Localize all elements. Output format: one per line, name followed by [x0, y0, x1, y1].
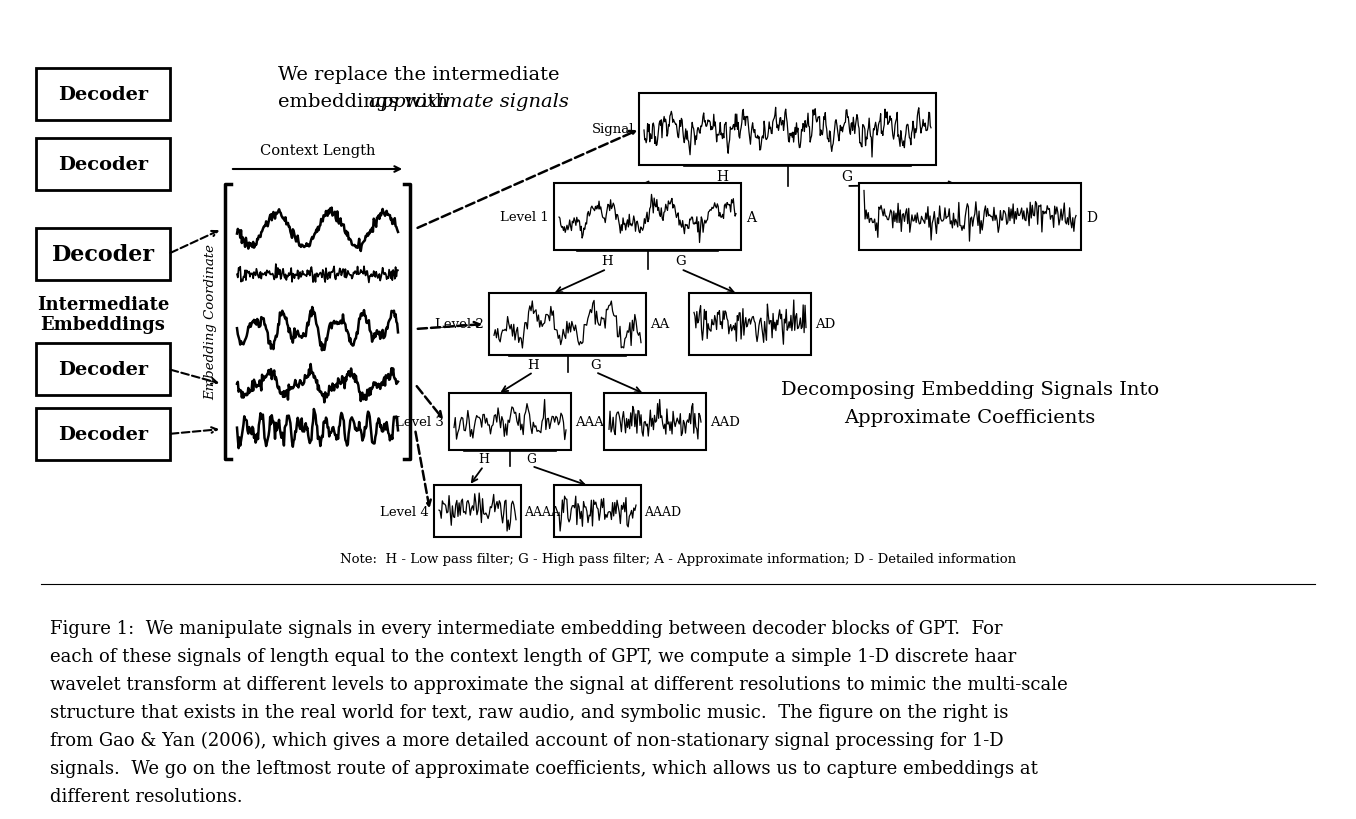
FancyBboxPatch shape — [603, 393, 706, 450]
Text: Approximate Coefficients: Approximate Coefficients — [845, 409, 1096, 427]
FancyBboxPatch shape — [37, 69, 170, 121]
Text: We replace the intermediate: We replace the intermediate — [278, 66, 560, 84]
Text: Level 3: Level 3 — [395, 415, 443, 428]
Text: different resolutions.: different resolutions. — [50, 787, 243, 805]
Text: G: G — [841, 170, 852, 183]
Text: AA: AA — [650, 318, 670, 331]
FancyBboxPatch shape — [555, 183, 740, 251]
Text: AAA: AAA — [575, 415, 603, 428]
FancyBboxPatch shape — [449, 393, 571, 450]
Text: D: D — [1086, 210, 1097, 224]
Text: Decoder: Decoder — [58, 426, 148, 443]
Text: H: H — [527, 359, 540, 372]
Text: Embedding Coordinate: Embedding Coordinate — [205, 244, 217, 400]
Text: from Gao & Yan (2006), which gives a more detailed account of non-stationary sig: from Gao & Yan (2006), which gives a mor… — [50, 731, 1003, 749]
FancyBboxPatch shape — [37, 139, 170, 191]
Text: H: H — [601, 256, 613, 268]
Text: Decomposing Embedding Signals Into: Decomposing Embedding Signals Into — [781, 381, 1159, 399]
Text: AAD: AAD — [711, 415, 740, 428]
Text: A: A — [746, 210, 757, 224]
Text: embeddings with: embeddings with — [278, 93, 454, 111]
FancyBboxPatch shape — [37, 344, 170, 396]
FancyBboxPatch shape — [639, 94, 936, 165]
FancyBboxPatch shape — [434, 486, 521, 537]
Text: AD: AD — [815, 318, 835, 331]
Text: each of these signals of length equal to the context length of GPT, we compute a: each of these signals of length equal to… — [50, 647, 1016, 665]
Text: Note:  H - Low pass filter; G - High pass filter; A - Approximate information; D: Note: H - Low pass filter; G - High pass… — [340, 553, 1016, 566]
Text: Level 1: Level 1 — [500, 210, 549, 224]
FancyBboxPatch shape — [555, 486, 641, 537]
Text: AAAA: AAAA — [523, 505, 560, 518]
Text: Decoder: Decoder — [58, 86, 148, 104]
FancyBboxPatch shape — [858, 183, 1081, 251]
Text: Decoder: Decoder — [52, 244, 155, 265]
Text: signals.  We go on the leftmost route of approximate coefficients, which allows : signals. We go on the leftmost route of … — [50, 759, 1037, 777]
Text: G: G — [590, 359, 601, 372]
Text: Intermediate
Embeddings: Intermediate Embeddings — [37, 295, 170, 334]
FancyBboxPatch shape — [490, 294, 645, 355]
FancyBboxPatch shape — [689, 294, 811, 355]
Text: H: H — [716, 170, 728, 183]
Text: wavelet transform at different levels to approximate the signal at different res: wavelet transform at different levels to… — [50, 675, 1067, 693]
Text: Context Length: Context Length — [260, 144, 376, 158]
Text: Signal: Signal — [591, 124, 635, 136]
FancyBboxPatch shape — [37, 229, 170, 281]
Text: H: H — [479, 453, 490, 466]
Text: structure that exists in the real world for text, raw audio, and symbolic music.: structure that exists in the real world … — [50, 704, 1009, 721]
Text: AAAD: AAAD — [644, 505, 681, 518]
Text: Level 4: Level 4 — [380, 505, 428, 518]
Text: Level 2: Level 2 — [435, 318, 484, 331]
Text: approximate signals: approximate signals — [369, 93, 570, 111]
Text: G: G — [675, 256, 686, 268]
Text: Decoder: Decoder — [58, 156, 148, 174]
Text: Decoder: Decoder — [58, 360, 148, 378]
FancyBboxPatch shape — [37, 409, 170, 460]
Text: G: G — [526, 453, 537, 466]
Text: Figure 1:  We manipulate signals in every intermediate embedding between decoder: Figure 1: We manipulate signals in every… — [50, 619, 1002, 637]
